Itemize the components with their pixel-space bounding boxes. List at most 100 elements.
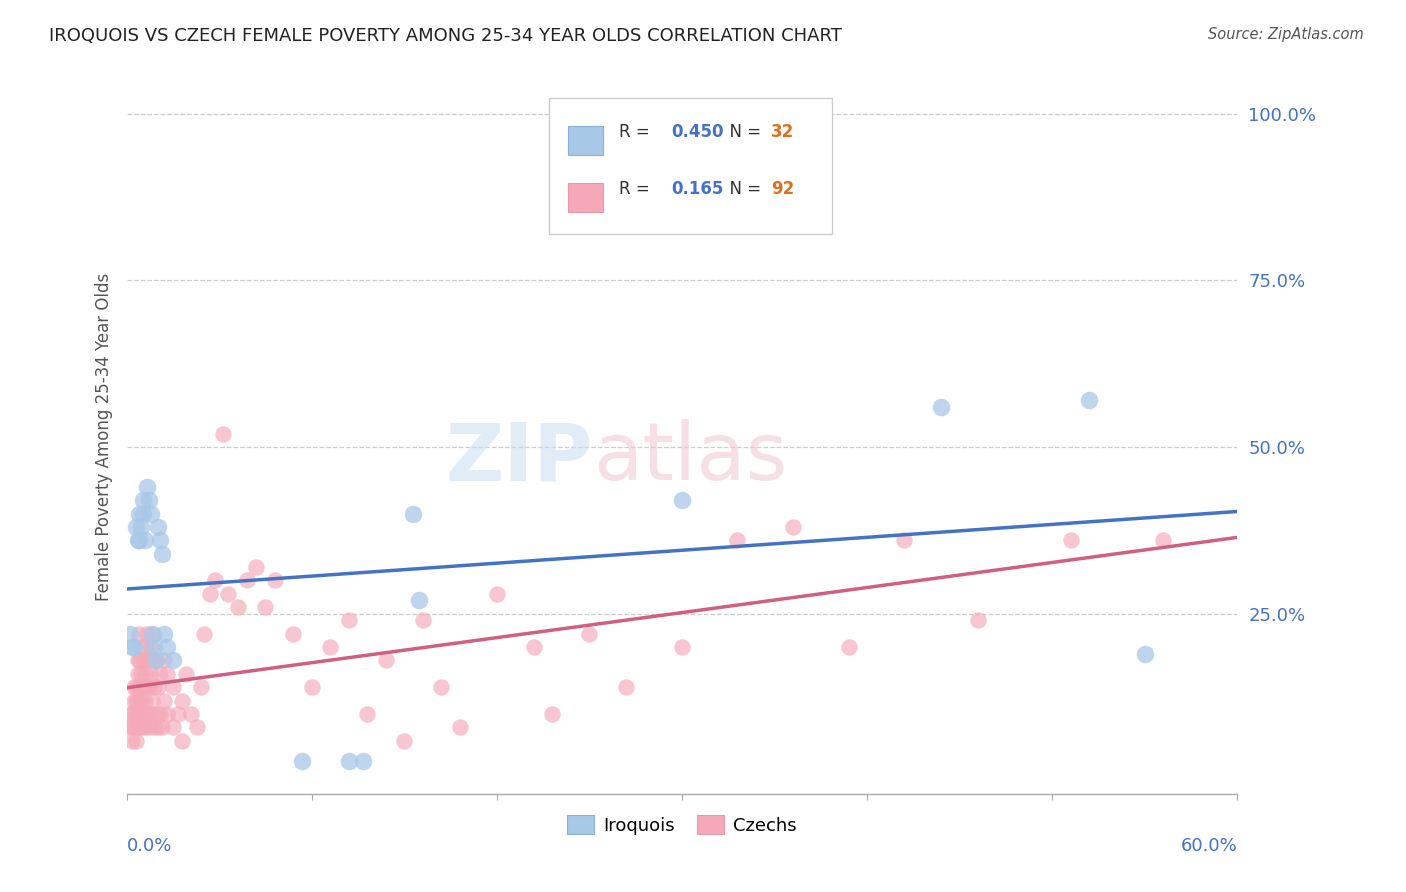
Point: [128, 507, 150, 521]
Point: [156, 640, 179, 655]
Point: [134, 640, 156, 655]
Point: [162, 720, 184, 734]
Point: [156, 706, 179, 721]
Point: [149, 533, 172, 548]
Point: [254, 600, 277, 615]
Point: [127, 666, 149, 681]
Point: [1152, 533, 1174, 548]
Point: [135, 706, 157, 721]
Text: 92: 92: [770, 180, 794, 198]
Point: [120, 706, 142, 721]
Point: [150, 547, 173, 561]
Point: [139, 706, 162, 721]
Text: 32: 32: [770, 123, 794, 141]
Point: [236, 574, 259, 588]
Point: [121, 720, 143, 734]
Point: [122, 720, 145, 734]
Point: [128, 627, 150, 641]
Point: [485, 587, 508, 601]
Point: [149, 706, 172, 721]
Point: [226, 600, 249, 615]
Point: [127, 720, 149, 734]
Point: [353, 754, 375, 768]
Point: [125, 680, 148, 694]
Point: [131, 640, 153, 655]
Point: [156, 666, 179, 681]
Point: [145, 653, 167, 667]
Point: [412, 614, 434, 628]
Point: [141, 627, 163, 641]
Point: [1060, 533, 1083, 548]
Point: [143, 720, 166, 734]
Point: [430, 680, 453, 694]
Point: [141, 693, 163, 707]
Point: [291, 754, 314, 768]
Point: [135, 680, 157, 694]
Point: [838, 640, 860, 655]
Text: atlas: atlas: [593, 419, 787, 498]
Point: [149, 666, 172, 681]
Point: [167, 706, 190, 721]
Point: [356, 706, 378, 721]
Text: ZIP: ZIP: [446, 419, 593, 498]
Point: [186, 720, 208, 734]
Point: [1133, 647, 1156, 661]
Point: [131, 693, 153, 707]
Point: [671, 640, 693, 655]
Point: [337, 614, 360, 628]
Point: [125, 693, 148, 707]
Point: [134, 533, 156, 548]
Point: [135, 627, 157, 641]
Point: [211, 426, 233, 441]
Point: [245, 560, 267, 574]
Point: [125, 706, 148, 721]
Point: [145, 706, 167, 721]
Text: IROQUOIS VS CZECH FEMALE POVERTY AMONG 25-34 YEAR OLDS CORRELATION CHART: IROQUOIS VS CZECH FEMALE POVERTY AMONG 2…: [49, 27, 842, 45]
Y-axis label: Female Poverty Among 25-34 Year Olds: Female Poverty Among 25-34 Year Olds: [94, 273, 112, 601]
Point: [139, 666, 162, 681]
Point: [782, 520, 804, 534]
Text: 0.450: 0.450: [671, 123, 723, 141]
Point: [134, 693, 156, 707]
Point: [134, 666, 156, 681]
Point: [541, 706, 564, 721]
Point: [172, 693, 194, 707]
Point: [671, 493, 693, 508]
FancyBboxPatch shape: [548, 98, 832, 234]
Point: [138, 680, 160, 694]
Point: [578, 627, 600, 641]
Point: [138, 720, 160, 734]
Text: 0.0%: 0.0%: [127, 837, 172, 855]
Point: [523, 640, 546, 655]
Point: [198, 587, 221, 601]
Point: [139, 640, 162, 655]
Point: [132, 680, 155, 694]
Point: [402, 507, 425, 521]
Text: 60.0%: 60.0%: [1181, 837, 1237, 855]
Point: [135, 480, 157, 494]
Point: [146, 720, 169, 734]
Point: [120, 720, 142, 734]
Point: [131, 520, 153, 534]
Point: [143, 640, 166, 655]
Point: [929, 400, 952, 414]
Point: [337, 754, 360, 768]
Text: N =: N =: [718, 123, 766, 141]
Point: [174, 666, 197, 681]
Point: [121, 706, 143, 721]
Point: [135, 653, 157, 667]
Point: [449, 720, 471, 734]
FancyBboxPatch shape: [568, 183, 603, 212]
Point: [152, 693, 174, 707]
Point: [727, 533, 749, 548]
Point: [127, 693, 149, 707]
Point: [152, 653, 174, 667]
Point: [967, 614, 990, 628]
Point: [122, 640, 145, 655]
Text: R =: R =: [619, 180, 655, 198]
Point: [127, 653, 149, 667]
Point: [146, 680, 169, 694]
Point: [172, 733, 194, 747]
Point: [190, 680, 212, 694]
Point: [128, 533, 150, 548]
